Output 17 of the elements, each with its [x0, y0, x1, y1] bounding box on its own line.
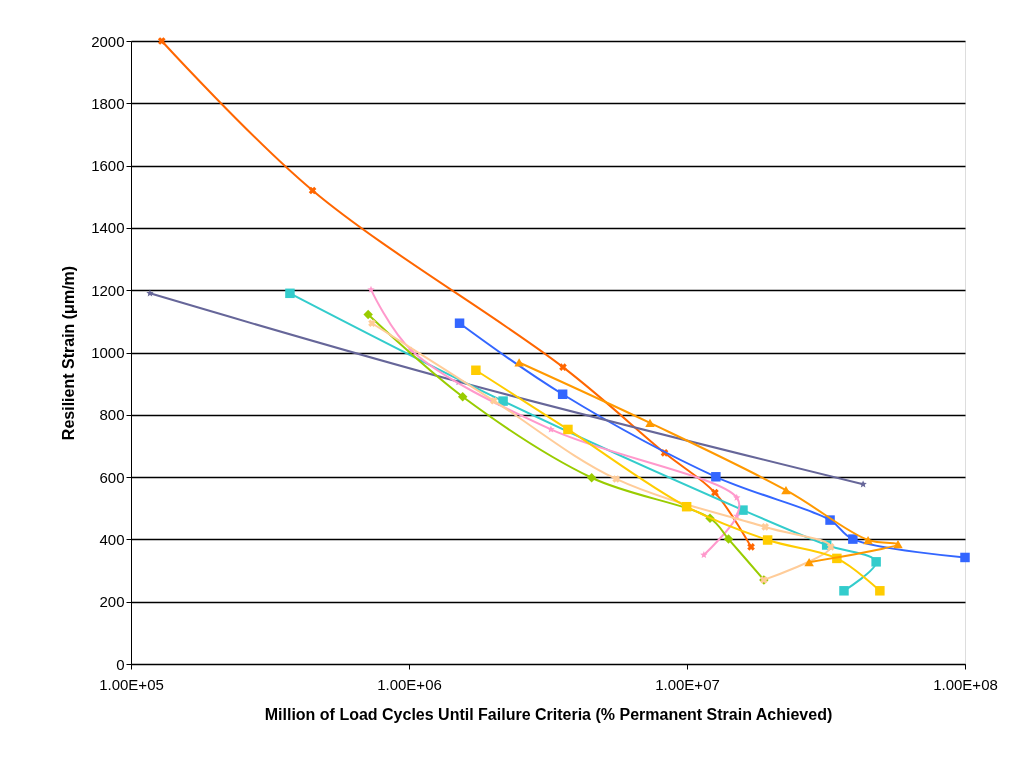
y-tick-label: 2000 [91, 32, 125, 50]
y-tick-label: 0 [116, 655, 125, 673]
y-tick-label: 800 [99, 406, 125, 424]
y-tick-label: 400 [99, 530, 125, 548]
x-tick-label: 1.00E+05 [99, 675, 164, 693]
y-tick-label: 200 [99, 593, 125, 611]
y-tick-label: 1400 [91, 219, 125, 237]
x-tick-label: 1.00E+06 [377, 675, 442, 693]
x-axis-title: Million of Load Cycles Until Failure Criteria (% Permanent Strain Achieved) [264, 705, 833, 723]
y-tick-label: 1600 [91, 157, 125, 175]
y-tick-label: 1800 [91, 94, 125, 112]
x-tick-label: 1.00E+07 [655, 675, 720, 693]
y-tick-label: 600 [99, 468, 125, 486]
y-tick-label: 1000 [91, 344, 125, 361]
y-tick-label: 1200 [91, 281, 125, 299]
x-tick-label: 1.00E+08 [933, 675, 998, 693]
y-axis-title: Resilient Strain (μm/m) [60, 265, 78, 441]
